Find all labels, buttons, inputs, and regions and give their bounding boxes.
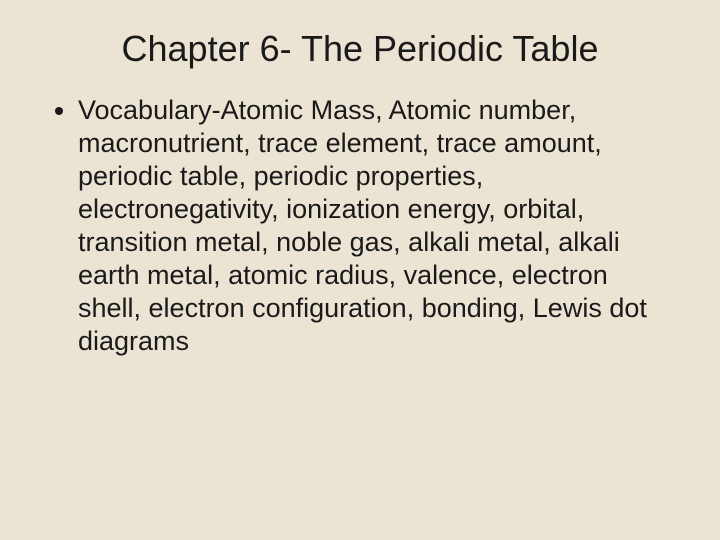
slide-title: Chapter 6- The Periodic Table [40, 28, 680, 70]
bullet-list: Vocabulary-Atomic Mass, Atomic number, m… [40, 94, 680, 358]
bullet-item: Vocabulary-Atomic Mass, Atomic number, m… [78, 94, 672, 358]
slide: Chapter 6- The Periodic Table Vocabulary… [0, 0, 720, 540]
